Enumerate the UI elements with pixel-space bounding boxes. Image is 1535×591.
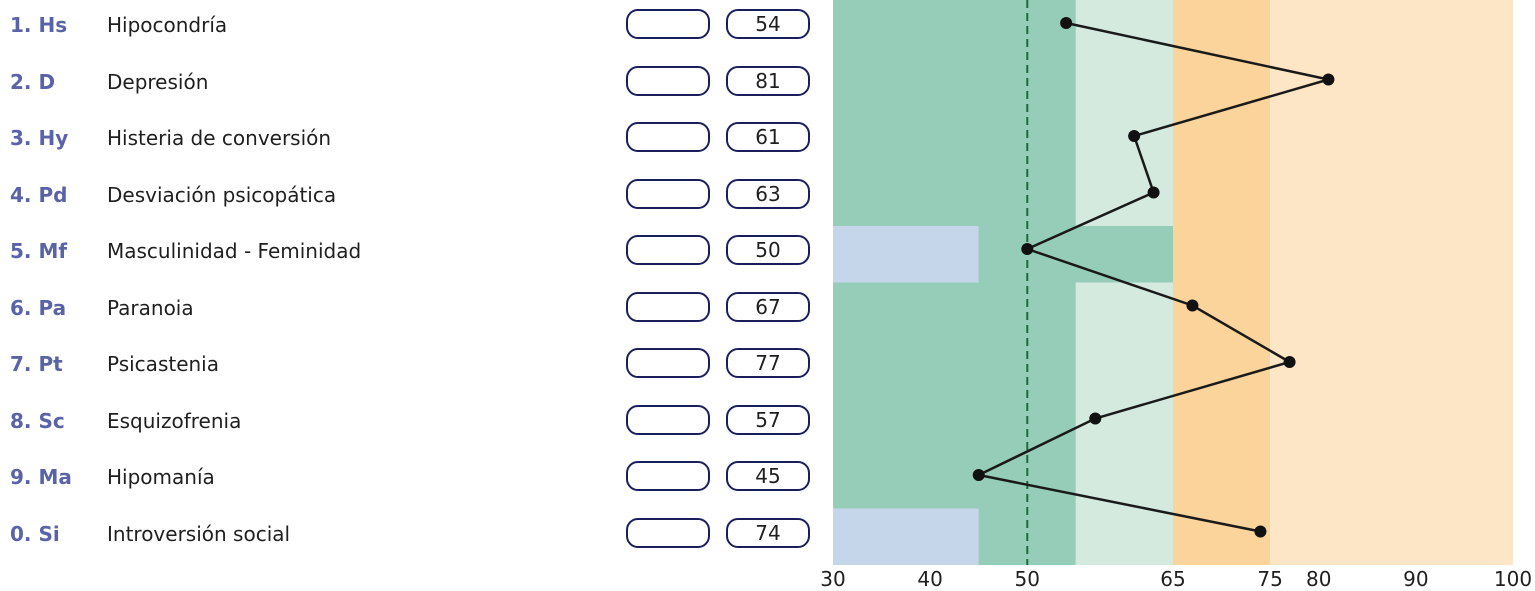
scale-code: 0. Si [10,521,60,546]
scale-name: Depresión [107,69,209,94]
x-axis-ticks: 30 40 50 65 75 80 90 100 [820,567,1532,591]
x-tick-label: 40 [917,567,942,591]
scale-name: Masculinidad - Feminidad [107,239,362,263]
band-exception [978,226,1173,283]
profile-point [1322,73,1335,86]
raw-score-field[interactable] [626,291,710,322]
raw-score-field[interactable] [626,65,710,96]
profile-point [1060,17,1073,29]
t-score-field: 50 [726,235,810,265]
raw-score-field[interactable] [626,348,710,378]
band [1270,0,1513,565]
scale-name: Introversión social [107,521,291,546]
t-score-field: 77 [726,348,810,378]
scale-row: 0. Si Introversión social 74 [0,509,830,565]
profile-point [1089,412,1102,425]
x-tick-label: 100 [1494,567,1532,591]
raw-score-field[interactable] [626,178,710,209]
scale-name: Paranoia [107,295,194,320]
raw-score-field[interactable] [626,517,710,548]
scale-row: 9. Ma Hipomanía 45 [0,452,830,508]
scale-code: 3. Hy [10,126,69,150]
band-exception [833,226,979,283]
scale-code: 2. D [10,69,56,94]
profile-point [1128,130,1141,142]
scale-row: 5. Mf Masculinidad - Feminidad 50 [0,226,830,282]
profile-point [1254,525,1267,538]
profile-point [1186,299,1199,312]
raw-score-field[interactable] [626,122,710,152]
t-score-field: 45 [726,461,810,491]
scale-list: 1. Hs Hipocondría 54 2. D Depresión 81 3. Hy Hi… [0,0,830,548]
x-tick-label: 75 [1257,567,1282,591]
x-tick-label: 80 [1306,567,1331,591]
raw-score-field[interactable] [626,404,710,435]
x-tick-label: 90 [1403,567,1428,591]
scale-name: Histeria de conversión [107,126,332,150]
t-score-field: 81 [726,65,810,96]
chart-bands [833,0,1513,565]
t-score-field: 63 [726,178,810,209]
raw-score-field[interactable] [626,235,710,265]
profile-line [974,21,1329,533]
scale-code: 6. Pa [10,295,67,320]
scale-name: Psicastenia [107,352,219,376]
profile-series [972,17,1335,538]
scale-name: Hipocondría [107,13,228,37]
t-score-field: 74 [726,517,810,548]
scale-code: 8. Sc [10,408,65,433]
t-score-field: 57 [726,404,810,435]
scale-row: 3. Hy Histeria de conversión 61 [0,113,830,169]
scale-row: 7. Pt Psicastenia 77 [0,339,830,395]
scale-row: 2. D Depresión 81 [0,57,830,113]
t-score-field: 67 [726,291,810,322]
scale-code: 7. Pt [10,352,63,376]
scale-code: 5. Mf [10,239,68,263]
scale-name: Desviación psicopática [107,182,337,207]
scale-code: 1. Hs [10,13,68,37]
profile-point [972,469,985,481]
x-tick-label: 30 [820,567,845,591]
t-score-field: 61 [726,122,810,152]
x-tick-label: 50 [1015,567,1040,591]
band [1173,0,1271,565]
scale-row: 1. Hs Hipocondría 54 [0,0,830,56]
raw-score-field[interactable] [626,461,710,491]
scale-code: 9. Ma [10,465,72,489]
raw-score-field[interactable] [626,9,710,39]
t-score-field: 54 [726,9,810,39]
scale-row: 6. Pa Paranoia 67 [0,283,830,339]
scale-name: Esquizofrenia [107,408,242,433]
profile-point [1283,356,1296,368]
profile-point [1147,186,1160,199]
scale-code: 4. Pd [10,182,68,207]
profile-point [1021,243,1034,255]
x-tick-label: 65 [1160,567,1185,591]
scale-name: Hipomanía [107,465,215,489]
scale-row: 8. Sc Esquizofrenia 57 [0,396,830,452]
band-exception [833,508,979,565]
scale-row: 4. Pd Desviación psicopática 63 [0,170,830,226]
